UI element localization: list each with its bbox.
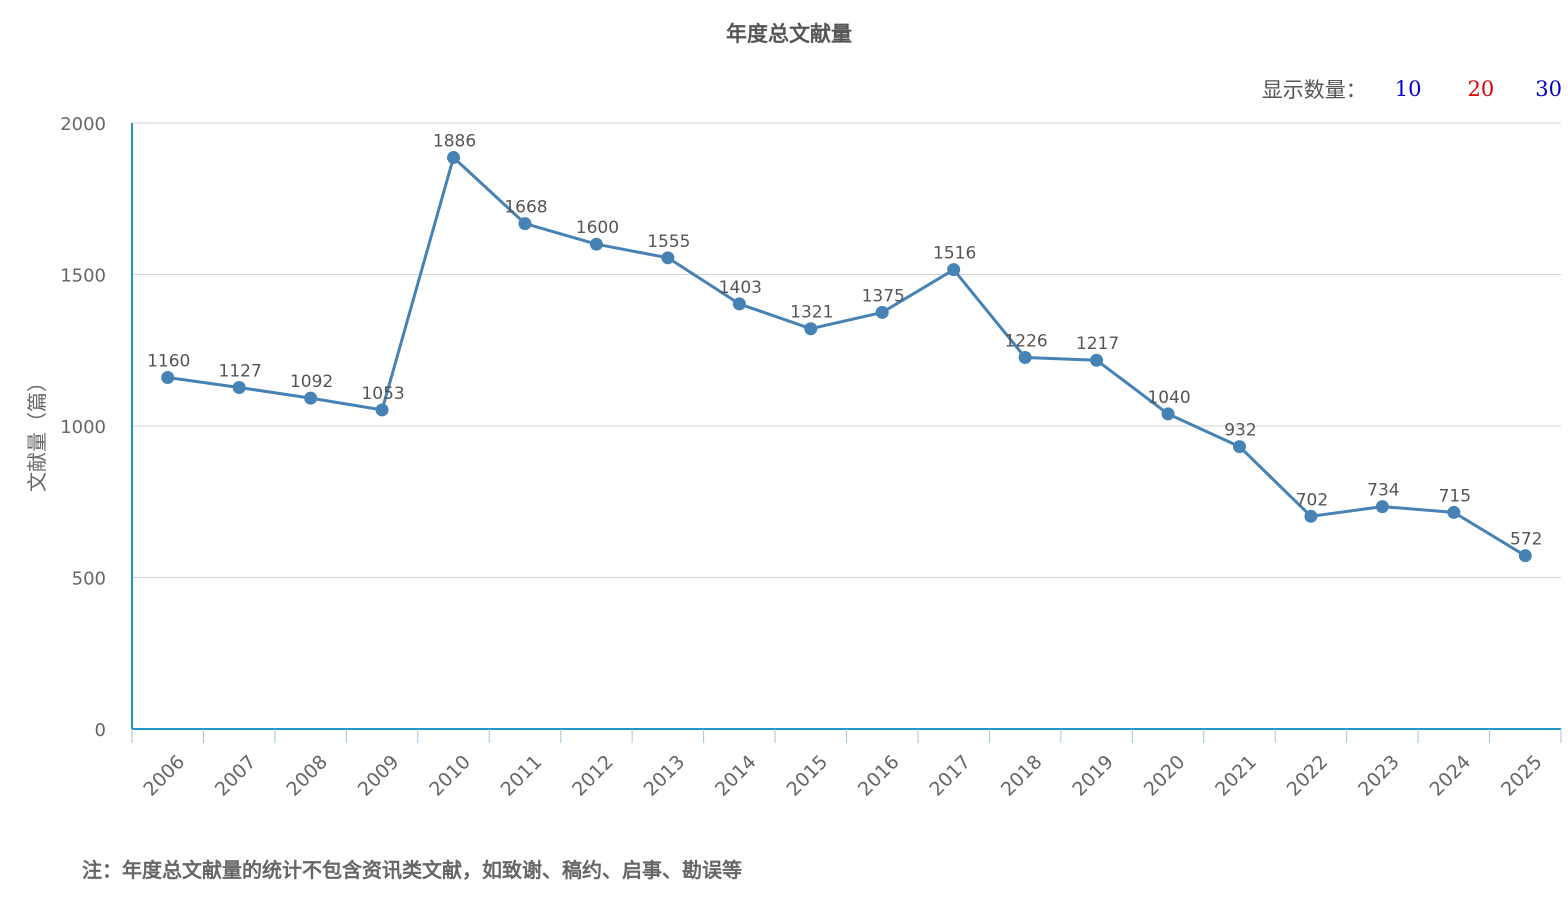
data-point[interactable] <box>518 217 532 231</box>
chart-title: 年度总文献量 <box>726 22 852 46</box>
x-tick-label: 2010 <box>425 751 475 801</box>
x-tick-label: 2021 <box>1211 751 1261 801</box>
count-option-10[interactable]: 10 <box>1394 77 1422 101</box>
display-count-label: 显示数量： <box>1261 78 1367 102</box>
footnote: 注：年度总文献量的统计不包含资讯类文献，如致谢、稿约、启事、勘误等 <box>82 858 742 882</box>
data-point[interactable] <box>1018 351 1032 365</box>
x-tick-label: 2017 <box>925 751 975 801</box>
data-label: 1886 <box>433 132 476 152</box>
data-label: 1516 <box>933 244 976 264</box>
data-label: 1321 <box>790 303 833 323</box>
y-tick-label: 2000 <box>60 114 106 135</box>
data-point[interactable] <box>232 381 246 395</box>
x-tick-label: 2024 <box>1426 751 1476 801</box>
axes <box>131 123 1562 743</box>
x-tick-label: 2015 <box>782 751 832 801</box>
data-label: 1040 <box>1147 388 1190 408</box>
x-tick-label: 2007 <box>211 751 261 801</box>
data-label: 702 <box>1296 490 1328 510</box>
y-tick-label: 1500 <box>60 266 106 287</box>
y-axis-title: 文献量（篇） <box>25 372 49 492</box>
y-tick-labels: 0 500 1000 1500 2000 <box>60 114 106 741</box>
data-label: 1403 <box>719 278 762 298</box>
x-tick-label: 2020 <box>1140 751 1190 801</box>
display-count-selector: 显示数量： 10 20 30 <box>1262 74 1562 104</box>
data-label: 932 <box>1224 421 1256 441</box>
x-tick-label: 2009 <box>354 751 404 801</box>
data-point[interactable] <box>304 391 318 405</box>
data-point[interactable] <box>875 305 889 319</box>
y-tick-label: 500 <box>72 569 106 590</box>
grid-lines <box>132 122 1561 578</box>
data-point[interactable] <box>947 263 961 277</box>
data-label: 1160 <box>147 352 190 372</box>
data-point[interactable] <box>661 251 675 265</box>
x-tick-labels: 2006 2007 2008 2009 2010 2011 2012 2013 2014 2015… <box>139 751 1546 801</box>
x-tick-label: 2006 <box>139 751 189 801</box>
data-point[interactable] <box>1161 407 1175 421</box>
data-point[interactable] <box>1304 509 1318 523</box>
data-label: 1217 <box>1076 334 1119 354</box>
data-point[interactable] <box>1518 549 1532 563</box>
data-label: 1092 <box>290 372 333 392</box>
series-path <box>167 156 1527 557</box>
data-point[interactable] <box>804 322 818 336</box>
data-point[interactable] <box>1447 505 1461 519</box>
data-points <box>161 151 1532 563</box>
data-point[interactable] <box>1232 440 1246 454</box>
y-tick-label: 0 <box>95 720 106 741</box>
series-line <box>167 156 1527 557</box>
data-point[interactable] <box>447 151 461 165</box>
data-label: 1600 <box>576 218 619 238</box>
count-option-20[interactable]: 20 <box>1467 77 1495 101</box>
data-label: 1127 <box>219 362 262 382</box>
data-point[interactable] <box>589 237 603 251</box>
x-tick-label: 2022 <box>1283 751 1333 801</box>
y-tick-label: 1000 <box>60 417 106 438</box>
data-point[interactable] <box>375 403 389 417</box>
data-point[interactable] <box>732 297 746 311</box>
data-label: 1555 <box>647 232 690 252</box>
data-labels: 1160 1127 1092 1053 1886 1668 1600 1555 1403 1321… <box>147 132 1542 550</box>
x-tick-label: 2023 <box>1354 751 1404 801</box>
x-tick-label: 2013 <box>640 751 690 801</box>
data-label: 715 <box>1439 486 1471 506</box>
count-option-30[interactable]: 30 <box>1535 77 1562 101</box>
data-label: 734 <box>1367 481 1399 501</box>
x-tick-label: 2014 <box>711 751 761 801</box>
data-point[interactable] <box>1090 353 1104 367</box>
x-tick-label: 2019 <box>1068 751 1118 801</box>
data-point[interactable] <box>1375 500 1389 514</box>
x-tick-label: 2018 <box>997 751 1047 801</box>
data-label: 572 <box>1510 530 1542 550</box>
data-label: 1668 <box>504 198 547 218</box>
data-label: 1226 <box>1004 332 1047 352</box>
x-tick-label: 2012 <box>568 751 618 801</box>
data-point[interactable] <box>161 371 175 385</box>
x-tick-label: 2016 <box>854 751 904 801</box>
x-tick-label: 2008 <box>282 751 332 801</box>
data-label: 1053 <box>361 384 404 404</box>
data-label: 1375 <box>862 286 905 306</box>
x-tick-label: 2025 <box>1497 751 1547 801</box>
x-tick-label: 2011 <box>497 751 547 801</box>
